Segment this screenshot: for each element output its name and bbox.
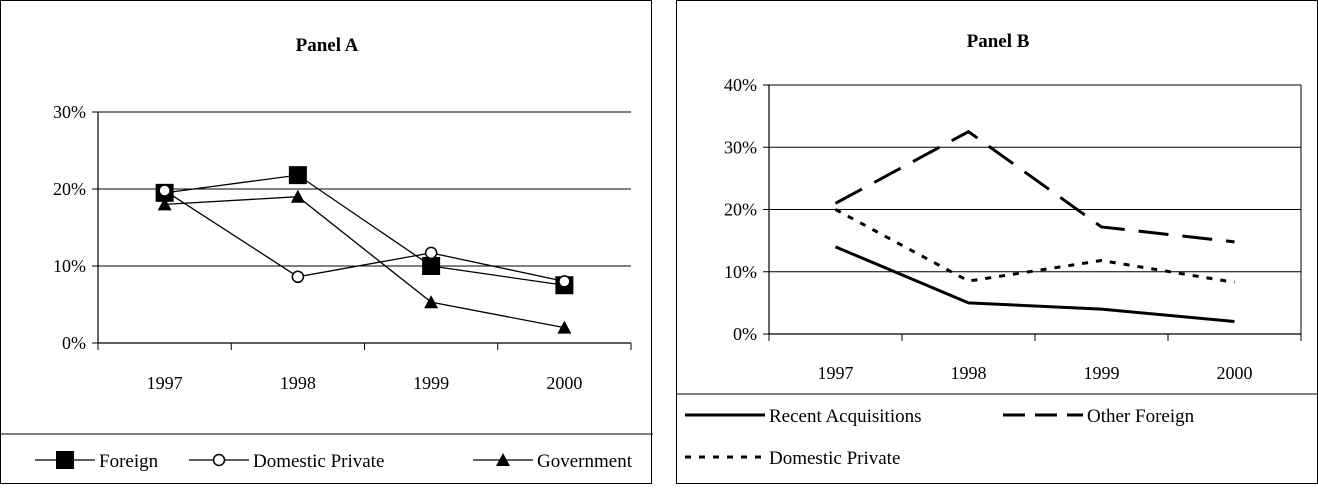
data-point-triangle bbox=[290, 189, 305, 203]
x-tick-label: 1999 bbox=[1084, 363, 1120, 383]
series-line-other-foreign bbox=[834, 129, 1235, 244]
legend-label: Other Foreign bbox=[1087, 406, 1195, 427]
legend-label: Government bbox=[537, 451, 633, 472]
data-point-triangle bbox=[424, 295, 439, 309]
data-point-triangle bbox=[157, 197, 172, 211]
x-tick-label: 1997 bbox=[147, 373, 183, 393]
legend-label: Recent Acquisitions bbox=[769, 406, 922, 427]
panel-b-chart: Panel B 0% 10% 20% 30% 40% 1997 1998 1999 2000 R… bbox=[676, 0, 1318, 484]
panel-a-title: Panel A bbox=[296, 35, 359, 56]
x-tick-label: 1997 bbox=[818, 363, 854, 383]
y-tick-label: 20% bbox=[724, 200, 757, 220]
legend-marker bbox=[212, 453, 226, 467]
data-point-circle bbox=[291, 270, 305, 284]
y-tick-label: 10% bbox=[724, 262, 757, 282]
legend-marker bbox=[496, 453, 510, 466]
series-line-foreign bbox=[164, 174, 565, 286]
legend-label: Foreign bbox=[99, 451, 159, 472]
legend-label: Domestic Private bbox=[769, 448, 900, 469]
y-tick-label: 30% bbox=[53, 102, 86, 122]
y-tick-label: 0% bbox=[62, 333, 86, 353]
data-point-square bbox=[422, 257, 441, 275]
data-point-circle bbox=[558, 275, 571, 288]
x-tick-label: 1998 bbox=[951, 363, 987, 383]
y-tick-label: 30% bbox=[724, 137, 757, 157]
series-line-domestic-private bbox=[834, 208, 1235, 284]
x-tick-label: 1999 bbox=[413, 373, 449, 393]
data-point-triangle bbox=[557, 320, 572, 334]
y-tick-label: 0% bbox=[733, 324, 757, 344]
x-tick-label: 2000 bbox=[546, 373, 582, 393]
data-point-square bbox=[288, 166, 307, 185]
y-tick-label: 10% bbox=[53, 256, 86, 276]
panel-a-svg: Panel A 0% 10% 20% 30% 1997 1998 1999 2000 Fore… bbox=[1, 35, 653, 472]
data-point-circle bbox=[158, 184, 171, 197]
series-line-recent-acquisitions bbox=[834, 245, 1235, 324]
y-tick-label: 40% bbox=[724, 75, 757, 95]
panel-b-svg: Panel B 0% 10% 20% 30% 40% 1997 1998 1999 2000 R… bbox=[677, 31, 1318, 469]
panel-b-title: Panel B bbox=[967, 31, 1030, 52]
x-tick-label: 2000 bbox=[1217, 363, 1253, 383]
data-point-circle bbox=[424, 246, 438, 260]
series-line-domestic-private bbox=[164, 189, 565, 283]
x-tick-label: 1998 bbox=[280, 373, 316, 393]
legend-marker bbox=[56, 451, 74, 469]
series-line-government bbox=[164, 196, 565, 329]
panel-a-chart: Panel A 0% 10% 20% 30% 1997 1998 1999 2000 Fore… bbox=[0, 0, 653, 484]
legend-label: Domestic Private bbox=[253, 451, 384, 472]
y-tick-label: 20% bbox=[53, 179, 86, 199]
